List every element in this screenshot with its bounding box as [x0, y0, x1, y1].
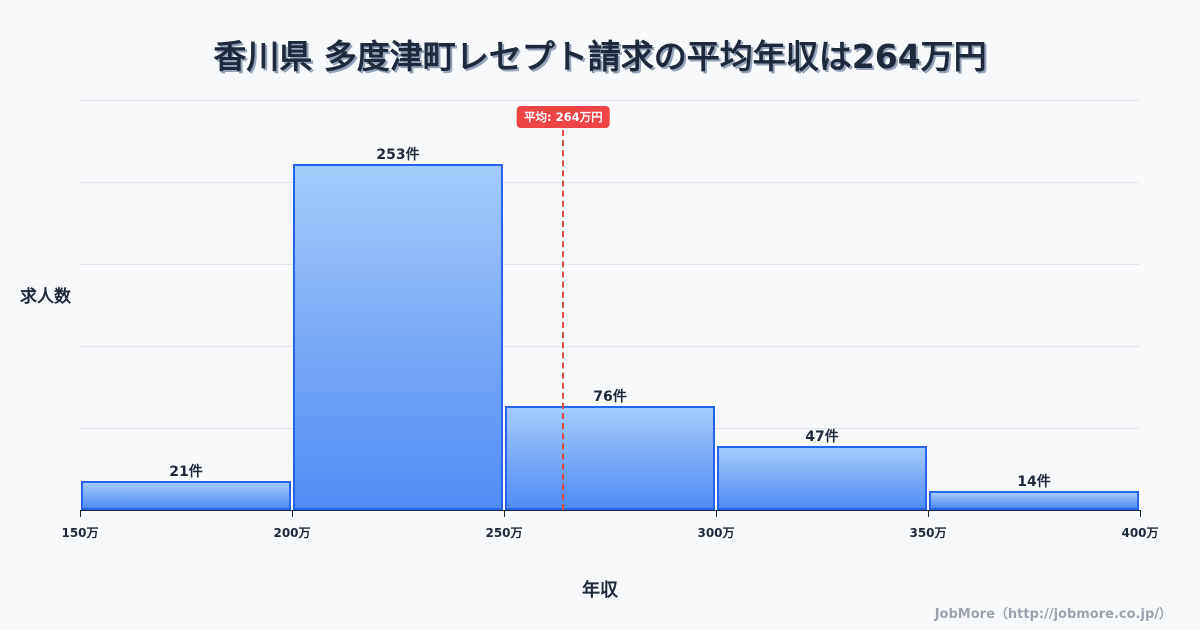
x-axis-label: 年収: [582, 580, 618, 601]
histogram-bar: 14件: [929, 474, 1139, 510]
bar-value-label: 21件: [169, 464, 203, 481]
mean-badge: 平均: 264万円: [517, 106, 610, 128]
histogram-bar: 47件: [717, 429, 927, 510]
y-axis-label: 求人数: [20, 287, 71, 307]
gridline: [80, 346, 1140, 347]
x-tick-label: 300万: [697, 526, 735, 540]
x-tick: [292, 510, 293, 517]
plot-area: 21件 253件 76件 47件 14件: [80, 100, 1140, 511]
bar-value-label: 76件: [593, 389, 627, 406]
gridline: [80, 182, 1140, 183]
histogram-bar: 253件: [293, 147, 503, 510]
gridline: [80, 100, 1140, 101]
x-tick: [504, 510, 505, 517]
chart-title: 香川県 多度津町レセプト請求の平均年収は264万円: [213, 37, 987, 76]
gridline: [80, 264, 1140, 265]
x-tick: [716, 510, 717, 517]
bar-value-label: 14件: [1017, 473, 1051, 490]
bar-value-label: 47件: [805, 428, 839, 445]
x-tick-label: 350万: [909, 526, 947, 540]
x-tick-label: 150万: [61, 526, 99, 540]
histogram-bar: 21件: [81, 464, 291, 510]
x-tick: [1140, 510, 1141, 517]
x-tick-label: 400万: [1121, 526, 1159, 540]
x-tick: [80, 510, 81, 517]
mean-line: [562, 130, 565, 510]
histogram-bar: 76件: [505, 389, 715, 510]
x-tick: [928, 510, 929, 517]
source-credit: JobMore（http://jobmore.co.jp/）: [934, 607, 1172, 622]
x-axis-line: [80, 510, 1140, 511]
x-tick-label: 200万: [273, 526, 311, 540]
x-tick-label: 250万: [485, 526, 523, 540]
bar-value-label: 253件: [376, 147, 420, 164]
